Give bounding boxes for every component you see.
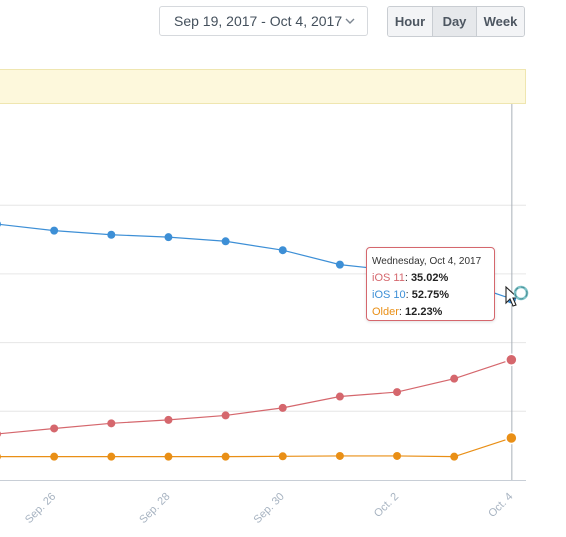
data-point-older[interactable] [393, 451, 402, 460]
data-point-ios-11[interactable] [335, 392, 344, 401]
series-line-older [0, 437, 512, 458]
data-point-ios-10[interactable] [164, 233, 173, 242]
day-button[interactable]: Day [433, 7, 477, 36]
data-point-older[interactable] [50, 452, 59, 461]
date-range-label: Sep 19, 2017 - Oct 4, 2017 [174, 13, 343, 29]
tooltip-row-older: Older: 12.23% [372, 304, 494, 321]
x-tick-label: Sep. 26 [23, 491, 58, 526]
chart-tooltip: Wednesday, Oct 4, 2017 iOS 11: 35.02% iO… [366, 247, 495, 321]
data-point-ios-10[interactable] [0, 220, 1, 228]
data-point-ios-11[interactable] [505, 353, 518, 366]
hour-button[interactable]: Hour [388, 7, 433, 36]
data-point-ios-11[interactable] [393, 388, 402, 397]
data-point-ios-11[interactable] [450, 374, 459, 383]
tooltip-name: Older [372, 306, 399, 318]
data-point-ios-11[interactable] [107, 419, 116, 428]
tooltip-separator: : [404, 272, 411, 284]
data-point-older[interactable] [450, 452, 459, 461]
tooltip-row-ios10: iOS 10: 52.75% [372, 287, 494, 304]
data-point-older[interactable] [164, 452, 173, 461]
data-point-older[interactable] [0, 453, 1, 461]
tooltip-date: Wednesday, Oct 4, 2017 [372, 256, 482, 267]
tooltip-name: iOS 10 [372, 289, 406, 301]
data-point-older[interactable] [505, 431, 518, 445]
data-point-ios-10[interactable] [278, 246, 287, 255]
x-tick-label: Sep. 28 [137, 491, 172, 526]
tooltip-value: 52.75% [411, 289, 450, 301]
x-tick-label: Sep. 30 [252, 491, 287, 526]
tooltip-value: 35.02% [410, 272, 449, 284]
tooltip-separator: : [405, 289, 412, 301]
x-tick-label: Oct. 2 [372, 491, 401, 520]
data-point-ios-10[interactable] [50, 226, 59, 235]
x-tick-label: Oct. 4 [486, 491, 515, 520]
data-point-ios-11[interactable] [278, 403, 287, 412]
data-point-ios-11[interactable] [221, 411, 230, 420]
notice-banner [0, 69, 526, 104]
tooltip-value: 12.23% [405, 306, 443, 318]
chevron-down-icon [343, 14, 357, 28]
granularity-toggle: Hour Day Week [387, 6, 525, 37]
date-range-picker[interactable]: Sep 19, 2017 - Oct 4, 2017 [159, 6, 368, 36]
data-point-ios-10[interactable] [107, 230, 116, 239]
data-point-older[interactable] [335, 451, 344, 460]
mouse-cursor-icon [505, 285, 529, 307]
data-point-ios-11[interactable] [50, 424, 59, 433]
data-point-ios-11[interactable] [164, 415, 173, 424]
series-line-ios-11 [0, 359, 512, 435]
tooltip-row-ios11: iOS 11: 35.02% [372, 270, 494, 287]
data-point-older[interactable] [107, 452, 116, 461]
data-point-older[interactable] [221, 452, 230, 461]
tooltip-name: iOS 11 [372, 272, 405, 284]
data-point-ios-10[interactable] [221, 237, 230, 246]
data-point-older[interactable] [278, 452, 287, 461]
data-point-ios-10[interactable] [335, 260, 344, 269]
data-point-ios-11[interactable] [0, 430, 1, 438]
tooltip-separator: : [398, 306, 406, 318]
week-button[interactable]: Week [477, 7, 524, 36]
